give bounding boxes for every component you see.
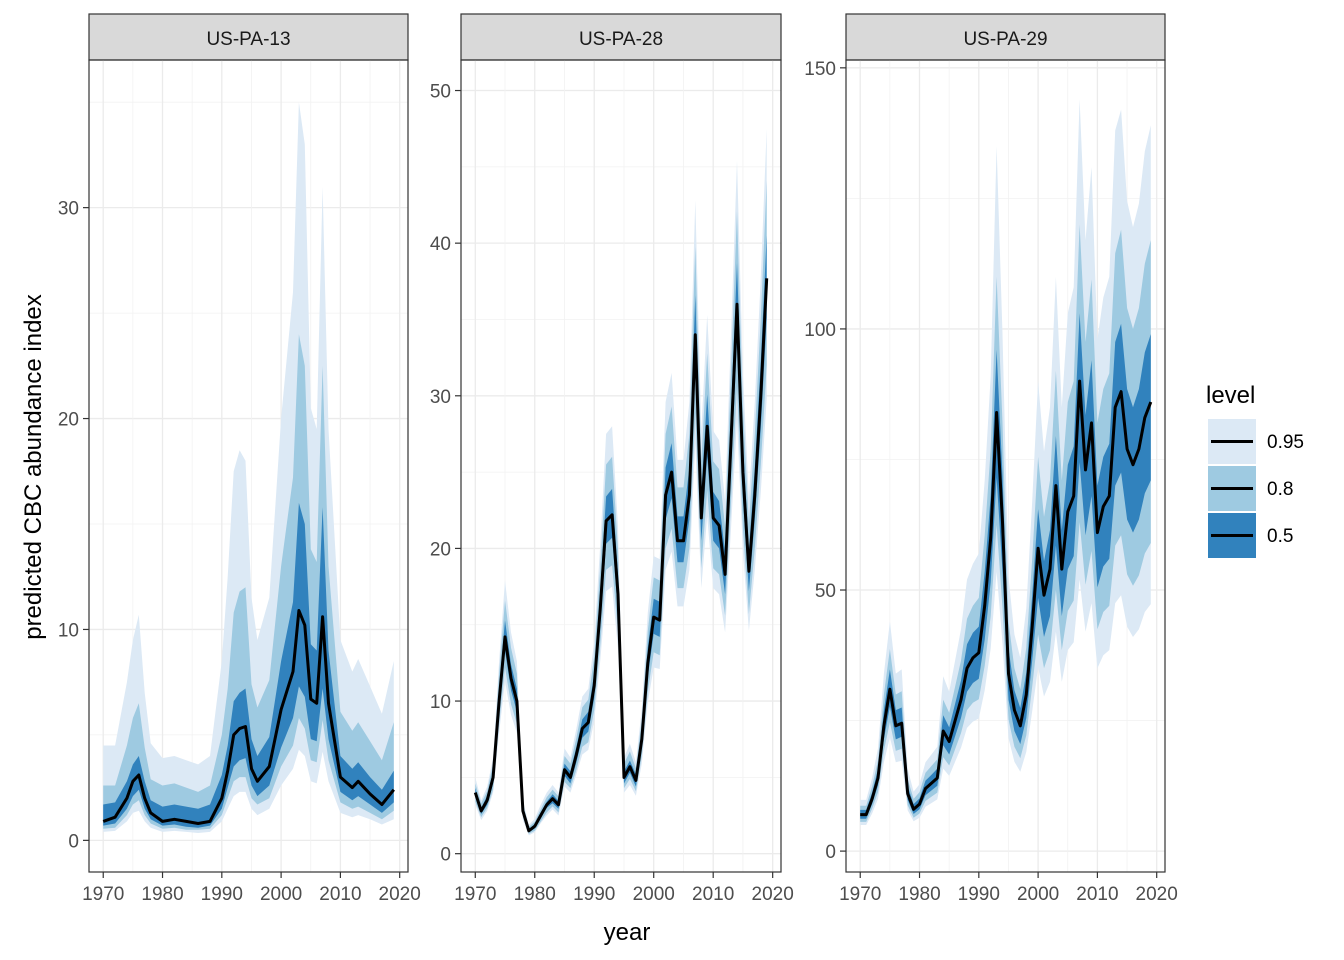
strip-label: US-PA-29: [963, 29, 1047, 50]
y-tick-label: 20: [430, 539, 451, 560]
y-tick-label: 150: [804, 59, 836, 80]
strip-label: US-PA-28: [579, 29, 663, 50]
y-tick-label: 40: [430, 234, 451, 255]
x-tick-label: 1990: [958, 884, 1000, 905]
x-tick-label: 2020: [379, 884, 421, 905]
x-tick-label: 1980: [141, 884, 183, 905]
legend-label-95: 0.95: [1267, 432, 1304, 453]
x-tick-label: 1990: [201, 884, 243, 905]
y-tick-label: 30: [430, 387, 451, 408]
strip-US-PA-29: [845, 13, 1166, 61]
y-tick-label: 0: [440, 845, 451, 866]
legend-label-80: 0.8: [1267, 479, 1293, 500]
panel-US-PA-13: US-PA-13 0 10 20 30 1970 1980 1990 2000 2010 2020: [58, 13, 421, 905]
y-tick-label: 50: [815, 581, 836, 602]
x-tick-label: 1980: [898, 884, 940, 905]
y-tick-label: 20: [58, 410, 79, 431]
y-tick-label: 0: [68, 831, 79, 852]
ribbon-80: [103, 334, 394, 830]
panel-border: [88, 59, 409, 873]
y-tick-label: 100: [804, 320, 836, 341]
y-tick-label: 10: [430, 692, 451, 713]
grid: [89, 60, 408, 872]
x-tick-label: 1990: [573, 884, 615, 905]
ribbon-50: [103, 502, 394, 828]
median-line: [102, 609, 395, 825]
panel-border: [460, 59, 782, 873]
x-tick-label: 2000: [633, 884, 675, 905]
y-tick-label: 10: [58, 620, 79, 641]
x-tick-label: 2010: [692, 884, 734, 905]
x-tick-label: 2000: [260, 884, 302, 905]
x-tick-label: 1970: [839, 884, 881, 905]
x-tick-label: 1970: [454, 884, 496, 905]
panel-US-PA-28: US-PA-28 0 10 20 30 40 50 1970 1980 1990 2000 2010 2…: [430, 13, 794, 905]
panel-border: [845, 59, 1166, 873]
strip-US-PA-28: [460, 13, 782, 61]
x-tick-label: 2000: [1017, 884, 1059, 905]
x-tick-label: 2020: [1136, 884, 1178, 905]
median-line: [473, 278, 769, 833]
y-tick-label: 50: [430, 82, 451, 103]
x-axis-title: year: [604, 919, 651, 946]
x-tick-label: 1980: [514, 884, 556, 905]
y-axis-title: predicted CBC abundance index: [20, 294, 47, 640]
panel-US-PA-29: US-PA-29 0 50 100 150 1970 1980 1990 2000 2010 202…: [804, 13, 1178, 905]
y-tick-label: 0: [825, 842, 836, 863]
x-tick-label: 2020: [752, 884, 794, 905]
legend: level 0.95 0.8 0.5: [1206, 382, 1304, 558]
x-tick-label: 1970: [82, 884, 124, 905]
strip-label: US-PA-13: [206, 29, 290, 50]
x-tick-label: 2010: [1076, 884, 1118, 905]
strip-US-PA-13: [88, 13, 409, 61]
median-line: [860, 379, 1153, 817]
legend-label-50: 0.5: [1267, 526, 1293, 547]
legend-title: level: [1206, 382, 1255, 409]
y-tick-label: 30: [58, 199, 79, 220]
x-tick-label: 2010: [319, 884, 361, 905]
